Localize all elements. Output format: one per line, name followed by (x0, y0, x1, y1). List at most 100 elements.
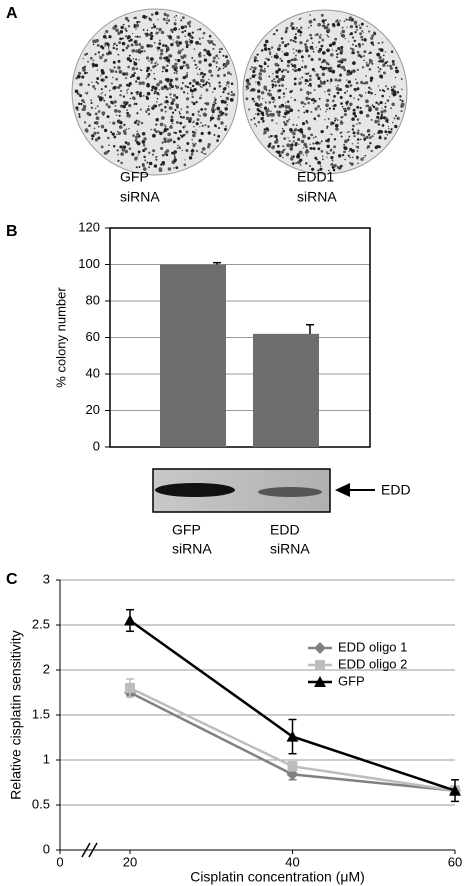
colony (140, 50, 144, 53)
colony (355, 78, 357, 81)
colony (134, 135, 139, 139)
colony (265, 112, 269, 116)
colony (155, 158, 158, 161)
colony (372, 105, 376, 109)
colony (123, 131, 127, 135)
colony (79, 94, 83, 98)
colony (158, 89, 161, 91)
colony (118, 69, 123, 74)
colony (290, 63, 293, 65)
colony (368, 108, 372, 112)
colony (298, 143, 300, 145)
colony (384, 102, 387, 105)
colony (271, 83, 275, 87)
colony (356, 138, 360, 141)
colony (352, 108, 356, 112)
colony (277, 68, 282, 72)
colony (95, 116, 100, 120)
colony (377, 131, 380, 135)
colony (149, 37, 153, 41)
y-tick-label: 40 (86, 365, 100, 380)
colony (301, 50, 304, 52)
colony (328, 43, 333, 47)
colony (276, 80, 280, 84)
colony (307, 126, 312, 131)
colony (159, 56, 163, 60)
colony (301, 66, 304, 69)
colony (182, 76, 186, 80)
colony (253, 117, 256, 120)
colony (326, 156, 328, 158)
colony (381, 58, 385, 62)
colony (208, 34, 212, 38)
colony (312, 142, 315, 145)
colony (329, 82, 331, 84)
colony (186, 73, 189, 76)
colony (297, 29, 301, 33)
colony (339, 95, 343, 100)
colony (75, 106, 79, 110)
x-tick-label: 0 (56, 854, 63, 869)
colony (188, 22, 191, 24)
colony (358, 54, 361, 57)
colony (381, 41, 384, 44)
colony (153, 164, 158, 168)
colony (264, 101, 267, 104)
colony (374, 93, 376, 96)
colony (162, 17, 166, 21)
colony (260, 49, 264, 52)
colony (152, 65, 156, 69)
legend-label: EDD oligo 2 (338, 656, 407, 671)
colony (157, 130, 161, 133)
colony (320, 13, 324, 17)
colony (126, 57, 131, 61)
colony (282, 129, 286, 133)
colony (358, 45, 362, 48)
colony (307, 54, 311, 58)
colony (215, 54, 219, 58)
colony (86, 111, 90, 116)
colony (126, 44, 130, 48)
colony (290, 96, 292, 99)
colony (375, 101, 378, 104)
colony (200, 94, 202, 96)
colony (220, 47, 223, 51)
plate-label: siRNA (297, 189, 337, 205)
colony (195, 129, 197, 131)
colony (253, 100, 256, 103)
colony (387, 125, 390, 128)
colony (125, 128, 128, 131)
colony (114, 105, 117, 107)
colony (278, 89, 282, 92)
colony (174, 131, 178, 135)
colony (287, 43, 290, 46)
colony (213, 133, 216, 136)
colony (257, 120, 261, 124)
colony (373, 32, 377, 35)
colony (116, 149, 119, 152)
colony (105, 150, 109, 155)
colony (90, 101, 93, 105)
colony (197, 114, 200, 116)
colony (335, 85, 337, 88)
colony (294, 36, 297, 38)
colony (283, 116, 287, 119)
colony (368, 62, 371, 64)
colony (127, 113, 131, 118)
colony (157, 49, 159, 51)
colony (283, 122, 288, 127)
colony (371, 62, 374, 65)
colony (349, 24, 354, 29)
colony (188, 25, 191, 28)
colony (164, 124, 166, 126)
colony (169, 93, 172, 96)
colony (115, 47, 119, 51)
colony (124, 27, 127, 30)
colony (368, 86, 371, 89)
colony (171, 111, 175, 114)
colony (336, 22, 341, 27)
colony (134, 42, 139, 47)
colony (162, 44, 165, 47)
colony (309, 14, 311, 16)
